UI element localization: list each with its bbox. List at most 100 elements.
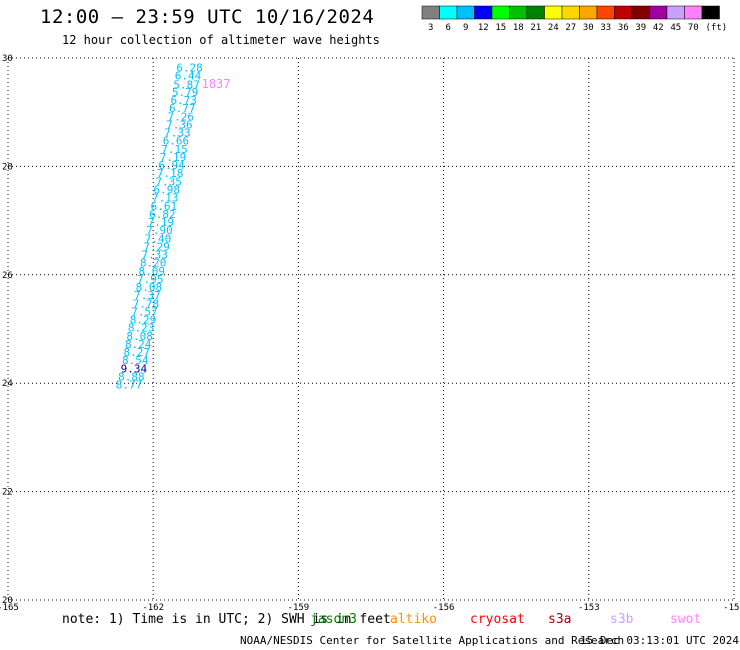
legend-label: 45 xyxy=(670,23,681,33)
legend-label: 9 xyxy=(463,23,468,33)
legend-label: 33 xyxy=(600,23,611,33)
swh-point-label: 6.66 xyxy=(163,135,190,148)
legend-label: 36 xyxy=(618,23,629,33)
swh-point-label: 6.82 xyxy=(149,208,176,221)
legend-swatch xyxy=(631,5,650,20)
y-tick-label: 20 xyxy=(2,596,13,606)
swh-point-label: 7.57 xyxy=(131,305,158,318)
legend-label: 21 xyxy=(530,23,541,33)
swh-point-label: 5.79 xyxy=(172,86,199,99)
swh-point-label: 7.90 xyxy=(146,224,173,237)
legend-label: 18 xyxy=(513,23,524,33)
legend-swatch xyxy=(456,5,475,20)
swh-point-label: 6.28 xyxy=(176,62,203,75)
legend-label: 39 xyxy=(635,23,646,33)
mission-name: swot xyxy=(670,612,702,627)
chart-subtitle: 12 hour collection of altimeter wave hei… xyxy=(62,33,380,47)
swh-point-label: 6.44 xyxy=(175,70,202,83)
swh-point-label: 8.27 xyxy=(123,346,150,359)
mission-name: altiko xyxy=(390,612,437,627)
x-tick-label: -153 xyxy=(578,603,600,613)
y-tick-label: 22 xyxy=(2,488,13,498)
mission-name: s3b xyxy=(610,612,634,627)
x-tick-label: -165 xyxy=(0,603,19,613)
generated-time: 15 Dec 03:13:01 UTC 2024 xyxy=(580,634,739,647)
swh-point-label: 9.34 xyxy=(121,362,148,375)
swh-point-label: 8.23 xyxy=(128,322,155,335)
legend-swatch xyxy=(474,5,493,20)
footer-note: note: 1) Time is in UTC; 2) SWH is in fe… xyxy=(62,612,391,627)
y-tick-label: 30 xyxy=(2,54,13,64)
swh-point-label: 7.78 xyxy=(133,297,160,310)
swh-point-label: 7.37 xyxy=(134,289,161,302)
swh-point-label: 5.87 xyxy=(173,78,200,91)
swh-point-label: 7.15 xyxy=(161,143,188,156)
legend-swatch xyxy=(561,5,580,20)
swh-point-label: 8.20 xyxy=(140,257,167,270)
legend-label: 30 xyxy=(583,23,594,33)
legend-colorbar: 3 6 9 12 15 18 21 24 27 30 33 36 39 42 45 70 (ft) xyxy=(421,5,728,33)
legend-swatch xyxy=(579,5,598,20)
swh-point-label: 7.18 xyxy=(157,167,184,180)
swh-point-label: 7.36 xyxy=(166,118,193,131)
legend-unit: (ft) xyxy=(706,23,728,33)
y-tick-label: 24 xyxy=(2,379,13,389)
swh-point-label: 8.09 xyxy=(138,265,165,278)
legend-swatch xyxy=(491,5,510,20)
swh-point-label: 8.54 xyxy=(122,354,149,367)
y-tick-label: 28 xyxy=(2,162,13,172)
legend-label: 27 xyxy=(565,23,576,33)
legend-swatch xyxy=(701,5,720,20)
swh-point-label: 7.40 xyxy=(145,232,172,245)
swh-point-label: 8.08 xyxy=(126,330,153,343)
legend-swatch xyxy=(649,5,668,20)
legend-label: 15 xyxy=(495,23,506,33)
legend-label: 6 xyxy=(446,23,451,33)
x-tick-label: -159 xyxy=(288,603,310,613)
legend-swatch xyxy=(509,5,528,20)
legend-swatch xyxy=(421,5,440,20)
swh-point-label: 6.73 xyxy=(170,94,197,107)
swh-point-label: 8.88 xyxy=(118,370,145,383)
swh-point-label: 6.98 xyxy=(154,184,181,197)
swh-point-label: 8.29 xyxy=(130,314,157,327)
x-tick-label: -150 xyxy=(723,603,740,613)
legend-label: 24 xyxy=(548,23,559,33)
swh-point-label: 7.26 xyxy=(168,110,195,123)
legend-label: 70 xyxy=(688,23,699,33)
legend-swatch xyxy=(614,5,633,20)
swh-point-label: 7.33 xyxy=(141,249,168,262)
legend-swatch xyxy=(666,5,685,20)
credit-text: NOAA/NESDIS Center for Satellite Applica… xyxy=(240,634,625,647)
swh-point-label: 8.08 xyxy=(136,281,163,294)
swh-point-label: 7.13 xyxy=(152,192,179,205)
swh-point-label: 6.94 xyxy=(158,159,185,172)
legend-swatch xyxy=(684,5,703,20)
legend-label: 42 xyxy=(653,23,664,33)
y-tick-label: 26 xyxy=(2,271,13,281)
chart-title: 12:00 — 23:59 UTC 10/16/2024 xyxy=(40,6,375,28)
swh-point-label: 7.29 xyxy=(143,240,170,253)
swh-point-label: 6.61 xyxy=(151,200,178,213)
mission-name: s3a xyxy=(548,612,572,627)
mission-name: cryosat xyxy=(470,612,525,627)
legend-swatch xyxy=(526,5,545,20)
legend-label: 3 xyxy=(428,23,433,33)
swh-point-label: 7.19 xyxy=(160,151,187,164)
swh-point-label: 6.77 xyxy=(169,102,196,115)
legend-swatch xyxy=(439,5,458,20)
swh-point-label: 7.95 xyxy=(137,273,164,286)
swh-point-label: 7.33 xyxy=(164,127,191,140)
x-tick-label: -162 xyxy=(142,603,164,613)
swh-point-label: 7.19 xyxy=(148,216,175,229)
swh-point-label: 8.24 xyxy=(125,338,152,351)
legend-swatch xyxy=(544,5,563,20)
x-tick-label: -156 xyxy=(433,603,455,613)
pass-time-label: 1837 xyxy=(202,77,231,91)
mission-name: jason3 xyxy=(310,612,357,627)
legend-swatch xyxy=(596,5,615,20)
legend-label: 12 xyxy=(478,23,489,33)
swh-point-label: 7.35 xyxy=(155,175,182,188)
